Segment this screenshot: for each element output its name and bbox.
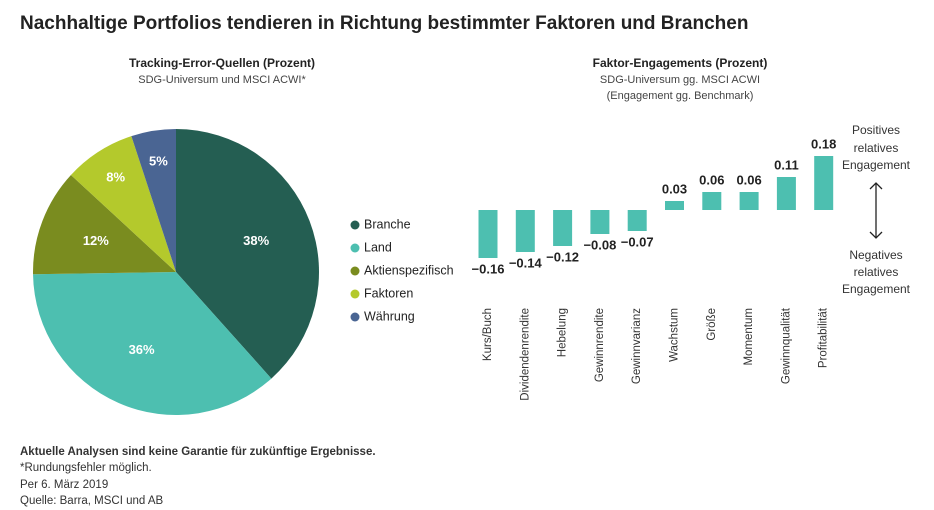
disclaimer: Aktuelle Analysen sind keine Garantie fü…	[20, 446, 376, 458]
annotation: relatives	[854, 141, 899, 155]
arrow	[869, 182, 883, 239]
bar	[515, 210, 535, 252]
annotation: Negatives	[849, 248, 902, 262]
x-tick-label: Dividendenrendite	[519, 308, 531, 401]
slice-label: 38%	[243, 233, 269, 248]
bar	[814, 156, 834, 210]
value-label: −0.12	[546, 249, 579, 264]
pie-slice	[131, 129, 176, 272]
x-tick-label: Gewinnrendite	[594, 308, 606, 382]
legend-marker	[350, 266, 360, 276]
legend-marker	[350, 289, 360, 299]
slice-label: 36%	[129, 342, 155, 357]
pie-title: Tracking-Error-Quellen (Prozent)	[129, 56, 315, 70]
legend-label: Land	[364, 240, 392, 254]
legend-marker	[350, 243, 360, 253]
bar	[665, 201, 684, 210]
pie-slice	[176, 129, 319, 379]
slice-label: 8%	[106, 170, 125, 185]
x-tick-label: Gewinnvarianz	[631, 308, 643, 384]
value-label: −0.14	[509, 255, 543, 270]
footnote: Quelle: Barra, MSCI und AB	[20, 495, 164, 507]
value-label: 0.06	[699, 172, 724, 187]
annotation: relatives	[854, 265, 899, 279]
legend-label: Währung	[364, 309, 415, 323]
footnote: *Rundungsfehler möglich.	[20, 462, 152, 474]
bar	[776, 177, 796, 210]
annotation: Engagement	[842, 282, 911, 296]
slice-label: 5%	[149, 153, 168, 168]
value-label: 0.18	[811, 136, 836, 151]
bar	[478, 210, 498, 258]
pie-slice	[33, 174, 176, 275]
pie-slice	[70, 136, 176, 272]
value-label: 0.03	[662, 181, 687, 196]
legend-label: Branche	[364, 217, 411, 231]
value-label: 0.11	[774, 157, 799, 172]
value-label: −0.07	[621, 234, 654, 249]
value-label: 0.06	[736, 172, 761, 187]
bar-subtitle: SDG-Universum gg. MSCI ACWI	[600, 74, 760, 86]
x-tick-label: Wachstum	[669, 308, 681, 362]
x-tick-label: Profitabilität	[818, 307, 830, 368]
bar	[739, 192, 759, 210]
x-tick-label: Größe	[706, 308, 718, 341]
slice-label: 12%	[83, 233, 109, 248]
value-label: −0.16	[472, 261, 505, 276]
pie-slice	[33, 272, 272, 415]
bar	[702, 192, 722, 210]
legend-marker	[350, 312, 360, 322]
bar	[590, 210, 610, 234]
x-tick-label: Gewinnqualität	[780, 307, 792, 384]
x-tick-label: Kurs/Buch	[482, 308, 494, 361]
bar	[553, 210, 573, 246]
x-tick-label: Hebelung	[557, 308, 569, 357]
value-label: −0.08	[583, 237, 616, 252]
legend-label: Faktoren	[364, 286, 413, 300]
legend-label: Aktienspezifisch	[364, 263, 454, 277]
bar	[627, 210, 647, 231]
annotation: Positives	[852, 123, 900, 137]
pie-subtitle: SDG-Universum und MSCI ACWI*	[138, 74, 306, 86]
bar-subtitle: (Engagement gg. Benchmark)	[607, 90, 754, 102]
legend-marker	[350, 220, 360, 230]
annotation: Engagement	[842, 158, 911, 172]
footnote: Per 6. März 2019	[20, 479, 108, 491]
bar-title: Faktor-Engagements (Prozent)	[593, 56, 768, 70]
page-title: Nachhaltige Portfolios tendieren in Rich…	[20, 13, 748, 34]
x-tick-label: Momentum	[743, 308, 755, 366]
